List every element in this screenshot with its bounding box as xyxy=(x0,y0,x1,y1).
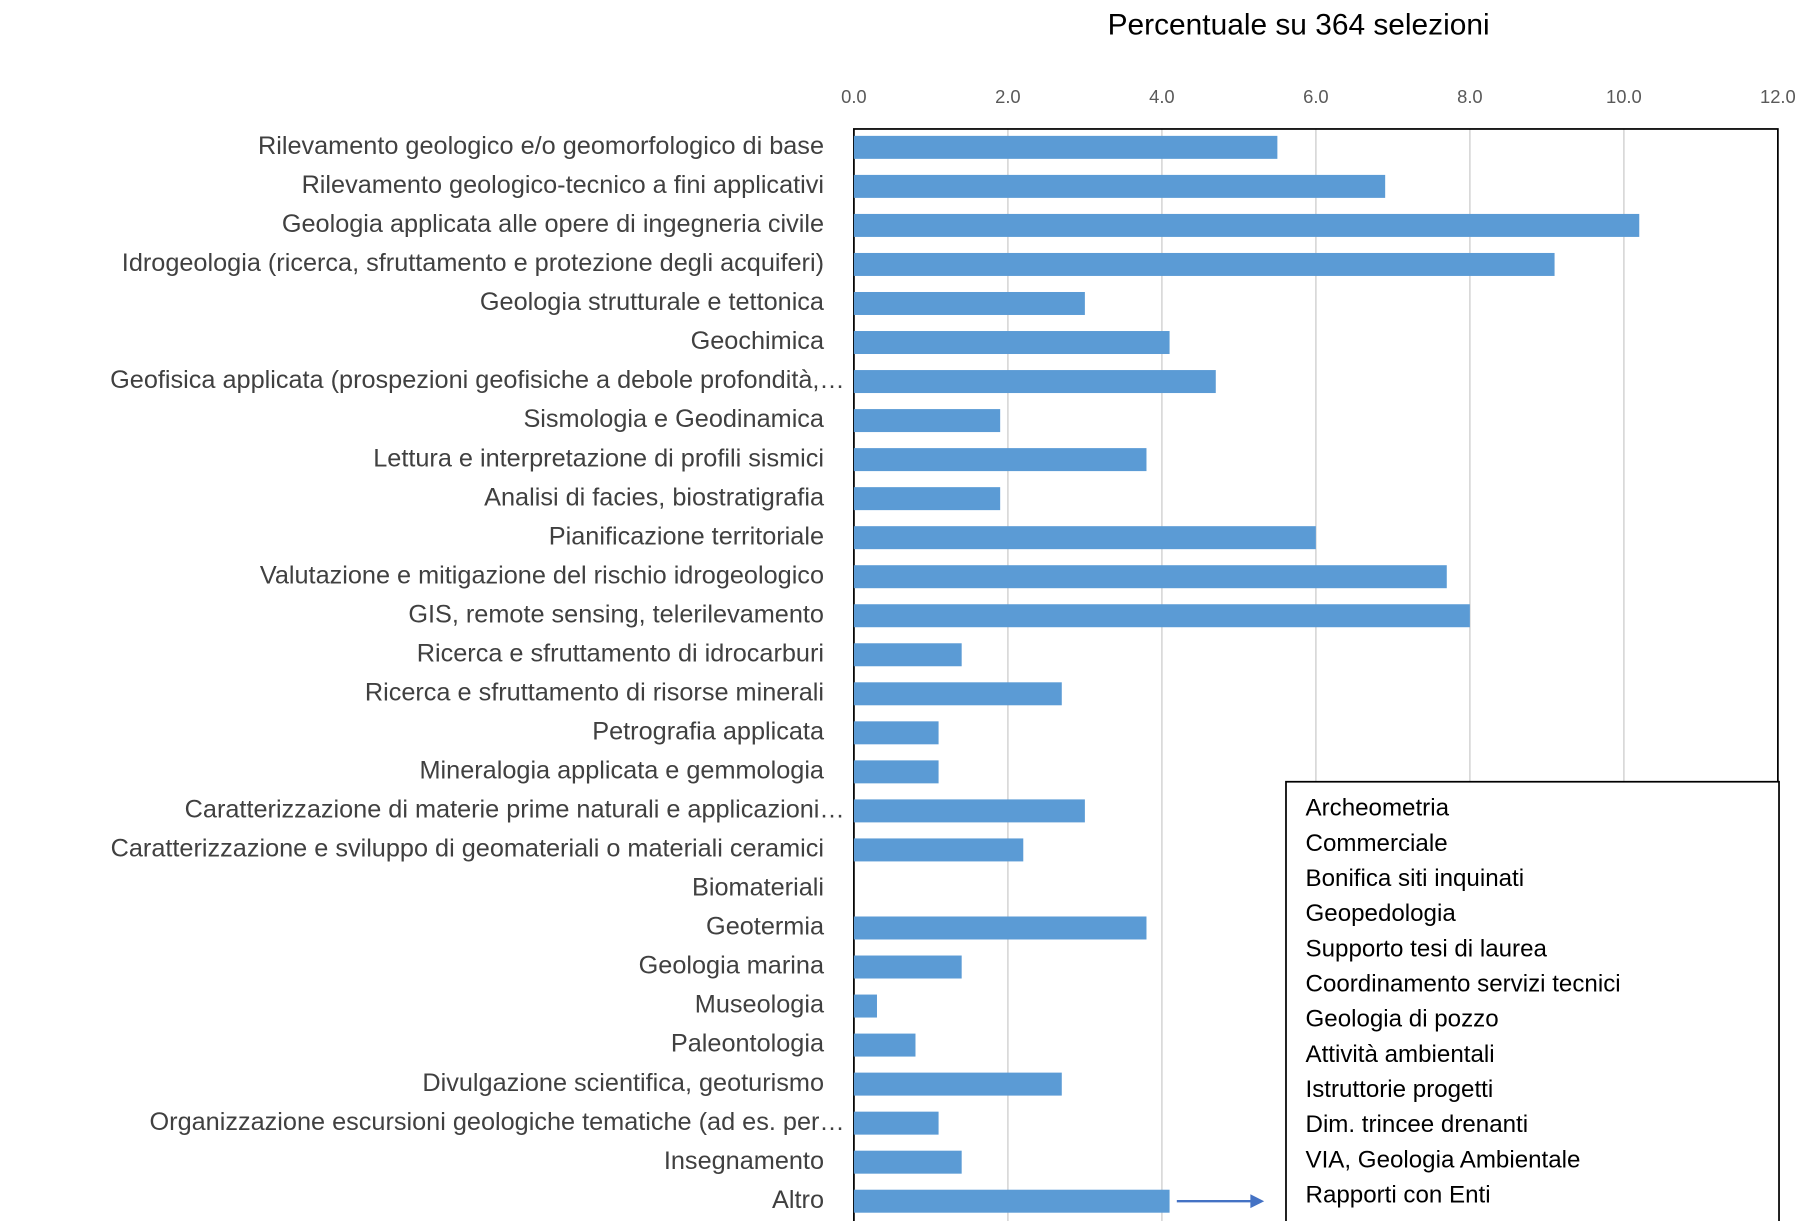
y-tick-label: Geofisica applicata (prospezioni geofisi… xyxy=(110,366,845,394)
annotation-item: Commerciale xyxy=(1306,830,1448,857)
bar xyxy=(853,604,1470,628)
bar xyxy=(853,370,1216,394)
chart-title: Percentuale su 364 selezioni xyxy=(1108,9,1490,42)
y-tick-label: Altro xyxy=(772,1186,824,1214)
annotation-item: Geologia di pozzo xyxy=(1306,1006,1499,1033)
y-tick-label: Rilevamento geologico-tecnico a fini app… xyxy=(302,171,824,199)
y-tick-label: Valutazione e mitigazione del rischio id… xyxy=(260,561,824,589)
bar xyxy=(853,838,1024,862)
annotation-item: Supporto tesi di laurea xyxy=(1306,935,1548,962)
bar xyxy=(853,565,1447,589)
y-tick-label: Caratterizzazione e sviluppo di geomater… xyxy=(111,835,824,863)
y-tick-label: Biomateriali xyxy=(692,874,824,902)
bar xyxy=(853,1111,939,1135)
bar xyxy=(853,526,1316,550)
x-tick-label: 12.0 xyxy=(1760,86,1796,107)
annotation-item: Coordinamento servizi tecnici xyxy=(1306,971,1621,998)
y-tick-label: Insegnamento xyxy=(664,1147,824,1175)
bar xyxy=(853,994,877,1018)
annotation-arrowhead xyxy=(1250,1194,1265,1209)
y-tick-label: Museologia xyxy=(695,991,825,1019)
bar xyxy=(853,409,1001,433)
y-tick-label: Geotermia xyxy=(706,913,825,941)
y-tick-label: Paleontologia xyxy=(671,1030,825,1058)
y-tick-label: GIS, remote sensing, telerilevamento xyxy=(408,600,824,628)
annotation-item: Attività ambientali xyxy=(1306,1041,1495,1068)
annotation-item: VIA, Geologia Ambientale xyxy=(1306,1146,1581,1173)
bar xyxy=(853,135,1278,159)
annotation-item: Rapporti con Enti xyxy=(1306,1182,1491,1209)
x-tick-label: 0.0 xyxy=(841,86,867,107)
bar xyxy=(853,760,939,784)
y-tick-label: Caratterizzazione di materie prime natur… xyxy=(185,796,845,824)
bar xyxy=(853,1189,1170,1213)
y-tick-label: Geochimica xyxy=(691,327,825,355)
y-tick-label: Geologia marina xyxy=(639,952,825,980)
y-tick-label: Mineralogia applicata e gemmologia xyxy=(420,757,825,785)
x-tick-label: 2.0 xyxy=(995,86,1021,107)
y-tick-label: Geologia applicata alle opere di ingegne… xyxy=(282,210,824,238)
annotation-item: Archeometria xyxy=(1306,795,1450,822)
x-tick-label: 6.0 xyxy=(1303,86,1329,107)
bar xyxy=(853,174,1386,198)
bar xyxy=(853,291,1085,315)
y-tick-label: Rilevamento geologico e/o geomorfologico… xyxy=(258,132,824,160)
y-tick-label: Lettura e interpretazione di profili sis… xyxy=(373,444,824,472)
x-tick-label: 8.0 xyxy=(1457,86,1483,107)
bar xyxy=(853,1150,962,1174)
annotation-item: Dim. trincee drenanti xyxy=(1306,1111,1529,1138)
bar xyxy=(853,721,939,745)
bar xyxy=(853,213,1640,237)
bar xyxy=(853,252,1555,276)
bar xyxy=(853,331,1170,355)
y-tick-label: Geologia strutturale e tettonica xyxy=(480,288,825,316)
annotation-item: Geopedologia xyxy=(1306,900,1457,927)
bar xyxy=(853,1072,1062,1096)
annotation-box xyxy=(1285,780,1780,1221)
annotation-item: Bonifica siti inquinati xyxy=(1306,865,1525,892)
bar xyxy=(853,448,1147,472)
y-tick-label: Sismologia e Geodinamica xyxy=(523,405,824,433)
y-tick-label: Idrogeologia (ricerca, sfruttamento e pr… xyxy=(122,249,824,277)
x-tick-label: 10.0 xyxy=(1606,86,1642,107)
bar xyxy=(853,682,1062,706)
bar xyxy=(853,1033,916,1057)
x-tick-label: 4.0 xyxy=(1149,86,1175,107)
y-tick-label: Divulgazione scientifica, geoturismo xyxy=(422,1069,824,1097)
bar xyxy=(853,487,1001,511)
bar xyxy=(853,955,962,979)
y-tick-label: Analisi di facies, biostratigrafia xyxy=(484,483,825,511)
y-tick-label: Petrografia applicata xyxy=(592,718,825,746)
y-tick-label: Pianificazione territoriale xyxy=(549,522,824,550)
y-tick-label: Ricerca e sfruttamento di idrocarburi xyxy=(417,639,824,667)
y-tick-label: Organizzazione escursioni geologiche tem… xyxy=(150,1108,845,1136)
bar xyxy=(853,916,1147,940)
bar xyxy=(853,643,962,667)
annotation-item: Istruttorie progetti xyxy=(1306,1076,1494,1103)
y-tick-label: Ricerca e sfruttamento di risorse minera… xyxy=(365,678,824,706)
bar xyxy=(853,799,1085,823)
